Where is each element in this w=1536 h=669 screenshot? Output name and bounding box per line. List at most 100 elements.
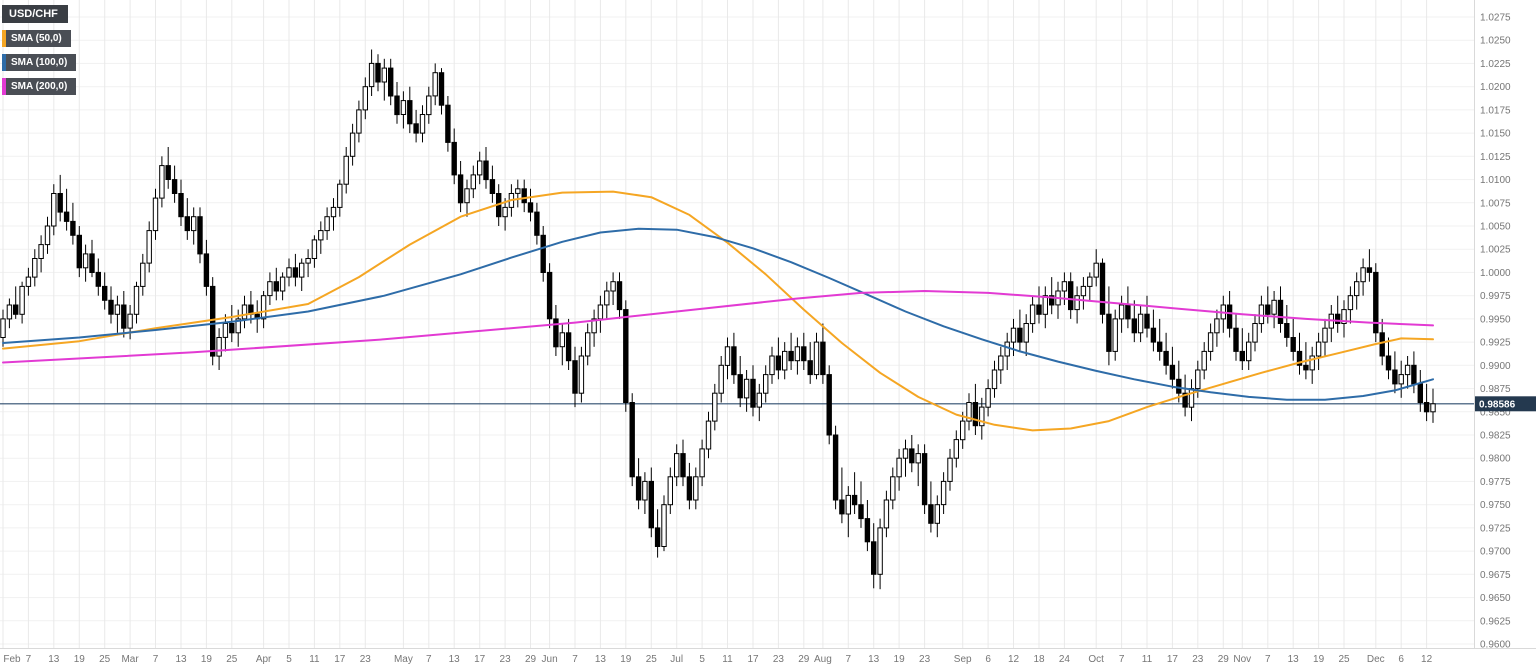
sma200-color-swatch [2,78,6,95]
price-tick-label: 0.9625 [1480,616,1511,627]
time-tick-label: 17 [474,654,486,665]
price-tick-label: 0.9850 [1480,407,1511,418]
time-tick-label: Feb [3,654,21,665]
price-scale[interactable] [1475,0,1536,648]
sma200-label: SMA (200,0) [11,81,68,92]
time-tick-label: 7 [846,654,852,665]
time-tick-label: 29 [798,654,810,665]
time-tick-label: 12 [1421,654,1433,665]
current-price-badge: 0.98586 [1475,396,1536,412]
time-tick-label: 18 [1033,654,1045,665]
time-tick-label: 5 [286,654,292,665]
price-tick-label: 0.9600 [1480,640,1511,651]
legend-item-sma200[interactable]: SMA (200,0) [2,78,77,95]
time-tick-label: 11 [722,654,733,665]
time-tick-label: 7 [426,654,432,665]
time-tick-label: Jun [542,654,558,665]
time-tick-label: 13 [1288,654,1300,665]
candles-layer [0,49,1436,590]
time-tick-label: 19 [620,654,632,665]
price-tick-label: 0.9650 [1480,593,1511,604]
price-tick-label: 0.9725 [1480,523,1511,534]
time-tick-label: 29 [525,654,537,665]
time-scale[interactable] [0,648,1536,669]
time-tick-label: 23 [360,654,372,665]
time-tick-label: 19 [201,654,213,665]
price-tick-label: 0.9950 [1480,314,1511,325]
price-tick-label: 0.9675 [1480,570,1511,581]
price-tick-label: 0.9925 [1480,338,1511,349]
time-tick-label: Nov [1233,654,1251,665]
price-tick-label: 0.9875 [1480,384,1511,395]
time-tick-label: 25 [1338,654,1350,665]
time-tick-label: 13 [48,654,60,665]
sma50-label: SMA (50,0) [11,33,62,44]
price-tick-label: 0.9750 [1480,500,1511,511]
symbol-badge: USD/CHF [2,5,68,23]
time-tick-label: 25 [226,654,238,665]
time-tick-label: 23 [919,654,931,665]
time-tick-label: 17 [747,654,759,665]
time-tick-label: Oct [1088,654,1104,665]
price-tick-label: 1.0225 [1480,59,1511,70]
time-tick-label: Dec [1367,654,1385,665]
time-tick-label: 13 [175,654,187,665]
price-tick-label: 0.9975 [1480,291,1511,302]
time-tick-label: 19 [1313,654,1325,665]
time-tick-label: Sep [954,654,972,665]
price-tick-label: 1.0075 [1480,198,1511,209]
time-tick-label: 19 [894,654,906,665]
time-tick-label: 6 [985,654,991,665]
symbol-label: USD/CHF [9,8,58,20]
svg-text:0.98586: 0.98586 [1479,399,1516,410]
price-tick-label: 0.9775 [1480,477,1511,488]
time-tick-label: 7 [26,654,32,665]
time-tick-label: 7 [572,654,578,665]
time-tick-label: 7 [1265,654,1271,665]
time-tick-label: 25 [646,654,658,665]
sma50-line [2,190,1434,432]
time-tick-label: 11 [1142,654,1153,665]
time-tick-label: Mar [121,654,139,665]
time-tick-label: 7 [153,654,159,665]
price-tick-label: 1.0275 [1480,13,1511,24]
time-tick-label: 5 [699,654,705,665]
price-tick-label: 1.0150 [1480,129,1511,140]
price-tick-label: 1.0250 [1480,36,1511,47]
price-tick-label: 1.0200 [1480,82,1511,93]
price-tick-label: 1.0025 [1480,245,1511,256]
sma100-color-swatch [2,54,6,71]
sma100-line [2,227,1434,401]
chart-legend: USD/CHF SMA (50,0) SMA (100,0) SMA (200,… [2,5,77,95]
time-tick-label: 19 [74,654,86,665]
time-tick-label: 11 [309,654,320,665]
sma50-color-swatch [2,30,6,47]
time-tick-label: 13 [868,654,880,665]
time-tick-label: 7 [1119,654,1125,665]
sma200-line [2,290,1434,364]
price-tick-label: 0.9700 [1480,547,1511,558]
price-tick-label: 1.0125 [1480,152,1511,163]
time-tick-label: 17 [334,654,346,665]
price-tick-label: 1.0050 [1480,222,1511,233]
time-tick-label: Apr [256,654,272,665]
time-tick-label: Jul [670,654,683,665]
time-tick-label: 24 [1059,654,1071,665]
price-tick-label: 1.0000 [1480,268,1511,279]
sma100-label: SMA (100,0) [11,57,68,68]
time-tick-label: 23 [773,654,785,665]
time-tick-label: May [394,654,413,665]
time-tick-label: 13 [449,654,461,665]
time-tick-label: Aug [814,654,832,665]
legend-item-sma100[interactable]: SMA (100,0) [2,54,77,71]
price-tick-label: 1.0175 [1480,105,1511,116]
time-tick-label: 23 [1192,654,1204,665]
time-tick-label: 23 [500,654,512,665]
time-tick-label: 29 [1218,654,1230,665]
time-tick-label: 13 [595,654,607,665]
legend-item-sma50[interactable]: SMA (50,0) [2,30,71,47]
time-tick-label: 12 [1008,654,1020,665]
